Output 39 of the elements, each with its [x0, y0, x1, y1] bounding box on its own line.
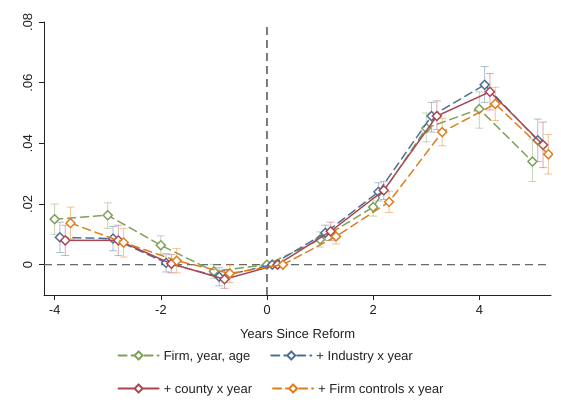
y-tick-label: .06	[20, 74, 35, 92]
x-tick-label: 0	[263, 302, 271, 317]
point	[118, 237, 129, 248]
point	[479, 80, 490, 90]
legend-label: Firm, year, age	[164, 348, 250, 363]
point	[224, 268, 236, 279]
point	[65, 218, 76, 228]
x-tick-label: 4	[476, 302, 483, 317]
x-tick-label: -2	[155, 302, 167, 317]
legend-label: + county x year	[164, 381, 253, 396]
point	[527, 156, 538, 167]
y-tick-label: .04	[20, 134, 35, 152]
point	[219, 274, 230, 284]
x-axis-title: Years Since Reform	[240, 326, 356, 341]
point	[378, 185, 390, 196]
point	[278, 259, 288, 270]
point	[102, 210, 113, 220]
legend-label: + Industry x year	[316, 348, 414, 363]
point	[171, 255, 182, 266]
legend-label: + Firm controls x year	[318, 381, 444, 396]
point	[538, 140, 548, 150]
x-tick-label: 2	[370, 302, 377, 317]
point	[543, 149, 553, 160]
point	[436, 126, 448, 138]
x-tick-label: -4	[48, 302, 60, 317]
point	[474, 104, 485, 114]
point	[432, 110, 442, 122]
point	[60, 235, 70, 246]
y-tick-label: .02	[20, 194, 35, 214]
point	[325, 226, 336, 237]
point	[156, 240, 166, 251]
point	[484, 86, 496, 98]
point	[49, 214, 60, 224]
y-tick-label: 0	[20, 261, 35, 268]
point	[384, 196, 394, 208]
point	[330, 231, 342, 242]
y-tick-label: .08	[20, 12, 35, 32]
point	[368, 202, 378, 212]
point	[490, 98, 501, 110]
